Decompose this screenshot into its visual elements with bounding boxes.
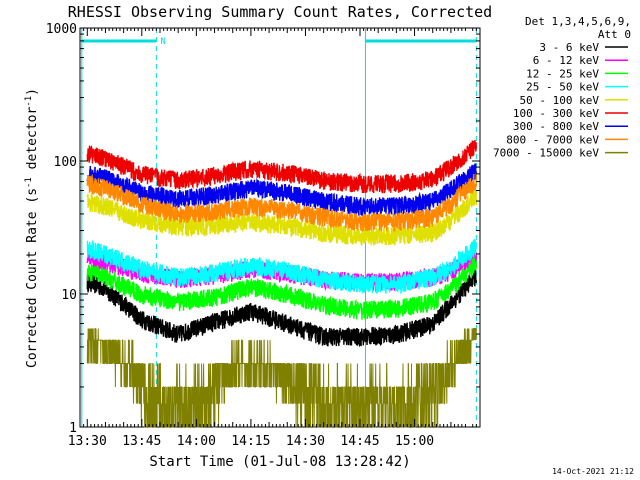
axis-ticks: 13:30 13:45 14:00 14:15 14:30 14:45 15:00 1 10 10… bbox=[46, 22, 481, 449]
series-3 bbox=[86, 239, 477, 295]
y-axis-label-sup1: -1 bbox=[24, 177, 34, 188]
legend-label: 100 - 300 keV bbox=[513, 107, 599, 120]
legend-label: 3 - 6 keV bbox=[539, 41, 599, 54]
legend-label: 6 - 12 keV bbox=[533, 54, 600, 67]
y-tick-label: 1 bbox=[69, 421, 77, 436]
legend-label: 7000 - 15000 keV bbox=[493, 147, 599, 160]
y-axis-label-end: ) bbox=[25, 88, 40, 96]
data-series bbox=[86, 139, 477, 428]
series-line bbox=[86, 328, 477, 428]
legend-label: 25 - 50 keV bbox=[526, 81, 599, 94]
series-line bbox=[86, 173, 477, 232]
x-tick-label: 15:00 bbox=[395, 434, 434, 449]
x-tick-label: 14:00 bbox=[177, 434, 216, 449]
series-5 bbox=[86, 139, 477, 194]
y-axis-label-mid: detector bbox=[25, 107, 40, 178]
x-axis-label: Start Time (01-Jul-08 13:28:42) bbox=[149, 454, 410, 470]
series-6 bbox=[86, 163, 477, 216]
series-line bbox=[86, 189, 477, 246]
y-tick-label: 1000 bbox=[46, 22, 77, 37]
y-axis-label-main: Corrected Count Rate (s bbox=[25, 188, 40, 368]
x-tick-label: 13:30 bbox=[68, 434, 107, 449]
x-tick-label: 14:45 bbox=[340, 434, 379, 449]
series-2 bbox=[86, 256, 477, 320]
x-tick-label: 14:30 bbox=[286, 434, 325, 449]
series-4 bbox=[86, 189, 477, 246]
series-line bbox=[86, 239, 477, 295]
x-tick-label: 13:45 bbox=[122, 434, 161, 449]
series-line bbox=[86, 256, 477, 320]
legend-label: 800 - 7000 keV bbox=[506, 133, 599, 146]
legend-header-line-2: Att 0 bbox=[598, 28, 631, 41]
series-8 bbox=[86, 328, 477, 428]
y-axis-label: Corrected Count Rate (s-1 detector-1) bbox=[24, 88, 40, 368]
x-tick-label: 14:15 bbox=[231, 434, 270, 449]
y-tick-label: 10 bbox=[61, 288, 77, 303]
legend-label: 50 - 100 keV bbox=[520, 94, 600, 107]
chart-title: RHESSI Observing Summary Count Rates, Co… bbox=[68, 3, 492, 21]
series-line bbox=[86, 163, 477, 216]
legend-header-line-1: Det 1,3,4,5,6,9, bbox=[525, 15, 631, 28]
generation-timestamp: 14-Oct-2021 21:12 bbox=[552, 467, 634, 476]
legend-label: 12 - 25 keV bbox=[526, 67, 599, 80]
series-line bbox=[86, 139, 477, 194]
series-7 bbox=[86, 173, 477, 232]
series-line bbox=[86, 268, 477, 348]
legend-label: 300 - 800 keV bbox=[513, 120, 599, 133]
night-marker-label: N bbox=[160, 37, 165, 47]
y-axis-label-sup2: -1 bbox=[24, 96, 34, 107]
y-tick-label: 100 bbox=[54, 155, 77, 170]
series-0 bbox=[86, 268, 477, 348]
